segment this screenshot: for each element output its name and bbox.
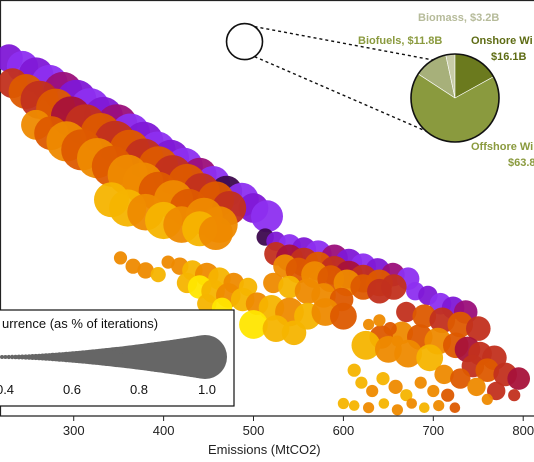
legend-size-marker [6,354,11,360]
scatter-point [351,330,381,360]
scatter-point [467,377,486,397]
scatter-point [198,216,233,250]
scatter-point [449,402,461,414]
scatter-point [337,397,349,410]
scatter-point [376,372,390,386]
x-tick-label: 800 [512,423,534,438]
scatter-point [391,404,403,416]
legend-title: urrence (as % of iterations) [2,316,158,331]
scatter-point [475,358,500,383]
pie-label: Biofuels, $11.8B [358,35,442,47]
scatter-point [137,262,154,279]
x-tick-label: 400 [153,423,175,438]
scatter-point [367,278,392,304]
scatter-point [347,363,361,377]
scatter-point [434,364,454,385]
legend-tick-label: 0.6 [63,382,81,397]
scatter-point [441,388,455,402]
pie-label: $16.1B [491,51,527,63]
x-tick-label: 700 [422,423,444,438]
x-tick-label: 500 [243,423,265,438]
legend-size-marker [13,354,18,360]
scatter-point [400,389,413,402]
scatter-point [414,376,427,389]
scatter-point [394,339,422,368]
scatter-point [330,302,357,330]
legend-tick-label: 0.8 [130,382,148,397]
scatter-point [363,318,375,331]
x-axis: 300 400 500 600 700 800 Emissions (MtCO2) [0,415,534,457]
points-layer [0,44,530,416]
x-tick-label: 600 [333,423,355,438]
scatter-point [450,368,471,389]
scatter-point [363,402,375,414]
legend-size-marker [16,354,22,360]
scatter-point [355,376,368,389]
highlight-layer [225,22,452,143]
scatter-point [366,384,379,398]
scatter-point [348,400,360,411]
scatter-point [373,314,386,327]
scatter-point [251,200,283,233]
scatter-point [391,335,403,347]
legend-size-marker [10,354,15,360]
scatter-point [396,301,417,323]
scatter-point [466,316,491,341]
scatter-point [427,384,440,398]
scatter-point [150,267,166,283]
scatter-point [281,320,307,346]
highlight-point-outline [225,22,264,61]
pie-outline [410,53,500,143]
legend-tick-label: 0.4 [0,382,14,397]
scatter-point [507,367,530,390]
pie-inset: Biomass, $3.2B Biofuels, $11.8B Onshore Wi… [358,12,534,169]
scatter-point [383,322,397,336]
pie-label: $63.8B [508,157,534,169]
legend-size-marker [183,335,227,379]
pie-label: Biomass, $3.2B [418,12,499,24]
pie-label: Offshore Wi [471,141,533,153]
pie-label: Onshore Wi [471,35,533,47]
scatter-point [125,258,141,274]
scatter-point [239,310,268,339]
size-legend: urrence (as % of iterations) 0.4 0.6 0.8 1.0 [0,309,235,407]
legend-size-marker [0,355,4,359]
scatter-point [161,255,175,269]
scatter-point [419,402,430,414]
connector-line-top [254,25,434,61]
scatter-point [378,398,390,409]
scatter-point [508,389,521,402]
scatter-point [416,344,444,372]
scatter-point [487,381,506,401]
legend-tick-label: 1.0 [198,382,216,397]
scatter-point [388,379,403,394]
scatter-point [481,393,493,405]
scatter-point [433,400,445,412]
scatter-point [113,251,128,265]
x-axis-title: Emissions (MtCO2) [208,442,321,457]
x-tick-label: 300 [63,423,85,438]
legend-size-marker [3,355,8,359]
scatter-point [197,294,217,314]
scatter-point [406,398,418,409]
